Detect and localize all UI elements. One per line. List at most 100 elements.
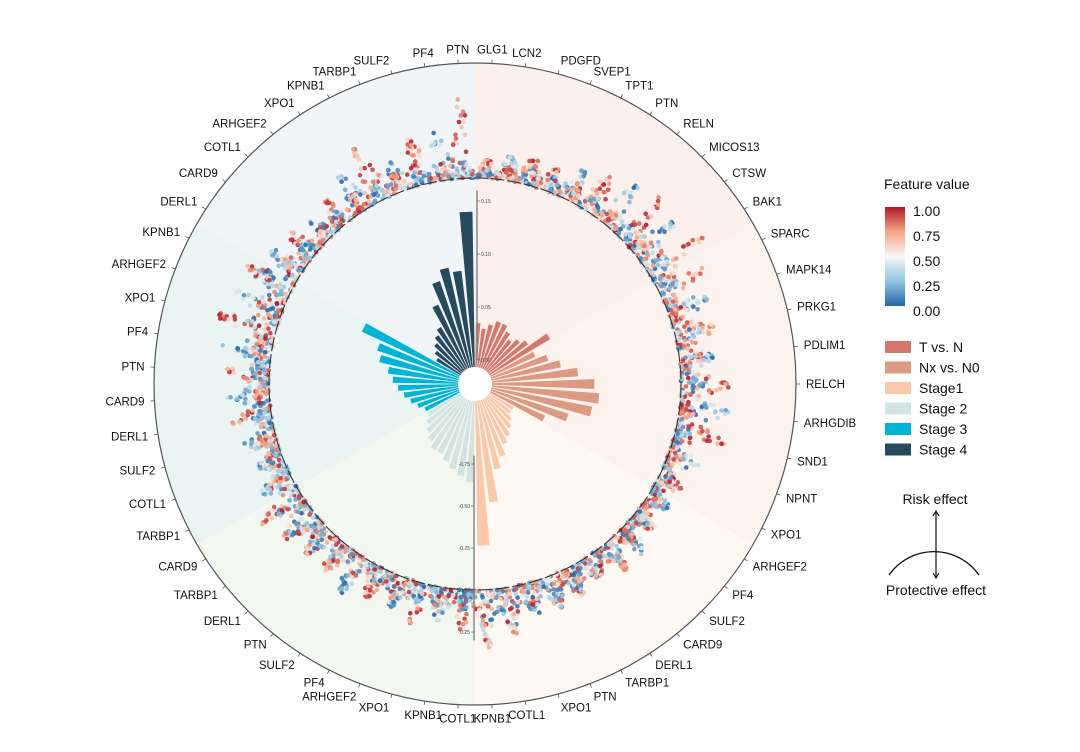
- shap-dot: [393, 186, 398, 192]
- shap-dot: [538, 594, 543, 599]
- shap-dot: [648, 240, 654, 246]
- shap-dot: [623, 237, 628, 242]
- shap-dot: [690, 329, 696, 335]
- shap-dot: [712, 409, 718, 415]
- shap-dot: [511, 624, 517, 629]
- shap-axis-tick-label: 0.25: [460, 630, 470, 636]
- shap-dot: [282, 257, 288, 262]
- shap-dot: [414, 610, 420, 615]
- gene-label: DERL1: [655, 660, 692, 672]
- shap-dot: [328, 566, 334, 571]
- shap-dot: [503, 593, 509, 599]
- shap-dot: [571, 572, 576, 578]
- label-tick: [589, 80, 592, 85]
- shap-dot: [464, 604, 469, 610]
- shap-dot: [335, 559, 341, 565]
- shap-dot: [650, 263, 656, 268]
- shap-dot: [530, 158, 536, 164]
- shap-dot: [266, 511, 271, 517]
- shap-dot: [433, 589, 439, 595]
- shap-dot: [488, 598, 494, 604]
- gene-label: TARBP1: [136, 531, 180, 543]
- shap-dot: [358, 192, 363, 197]
- shap-dot: [277, 490, 283, 496]
- gene-label: COTL1: [204, 142, 241, 154]
- shap-dot: [295, 509, 301, 514]
- shap-dot: [662, 229, 667, 235]
- gene-label: SND1: [797, 456, 828, 468]
- shap-dot: [267, 420, 273, 426]
- shap-dot: [695, 462, 701, 468]
- shap-dot: [234, 396, 240, 401]
- shap-dot: [690, 237, 696, 243]
- shap-dot: [276, 285, 282, 291]
- shap-dot: [371, 581, 376, 586]
- shap-dot: [574, 575, 580, 581]
- importance-bar: [491, 385, 600, 404]
- shap-dot: [240, 392, 245, 398]
- shap-dot: [438, 162, 443, 167]
- shap-dot: [650, 250, 655, 255]
- shap-dot: [674, 445, 680, 451]
- importance-bar: [477, 400, 499, 503]
- shap-dot: [339, 216, 345, 222]
- shap-dot: [523, 168, 529, 174]
- shap-dot: [536, 169, 542, 175]
- shap-dot: [255, 381, 260, 386]
- sector-nx-vs-n0: [475, 223, 796, 545]
- importance-bar: [361, 323, 461, 377]
- shap-dot: [245, 412, 250, 418]
- shap-dot: [330, 558, 336, 564]
- shap-dot: [356, 157, 362, 163]
- shap-dot: [255, 431, 260, 436]
- importance-bar: [491, 387, 593, 417]
- shap-dot: [523, 172, 529, 177]
- shap-dot: [385, 583, 390, 588]
- shap-dot: [378, 569, 383, 575]
- shap-dot: [544, 183, 550, 189]
- shap-dot: [225, 366, 230, 372]
- shap-dot: [260, 267, 265, 273]
- shap-dot: [708, 322, 714, 327]
- importance-bar: [459, 211, 475, 368]
- shap-dot: [489, 642, 494, 647]
- shap-dot: [345, 559, 351, 564]
- importance-bar: [466, 400, 475, 483]
- label-tick: [676, 633, 680, 637]
- shap-dot: [270, 473, 276, 479]
- shap-dot: [439, 138, 444, 144]
- shap-dot: [270, 283, 276, 289]
- shap-dot: [301, 529, 306, 535]
- shap-dot: [275, 257, 280, 263]
- shap-dot: [680, 285, 686, 291]
- shap-dot: [246, 379, 251, 384]
- shap-dot: [681, 457, 686, 462]
- shap-dot: [596, 215, 602, 221]
- shap-dot: [231, 370, 237, 375]
- shap-dot: [310, 534, 316, 540]
- importance-bar: [478, 400, 501, 470]
- shap-dot: [442, 600, 448, 606]
- shap-dot: [397, 595, 403, 600]
- shap-dot: [256, 445, 262, 451]
- shap-dot: [616, 555, 622, 560]
- shap-dot: [613, 225, 619, 230]
- shap-dot: [287, 498, 292, 503]
- shap-dot: [317, 229, 323, 234]
- shap-dot: [253, 371, 258, 377]
- shap-dot: [283, 260, 288, 266]
- shap-dot: [260, 359, 266, 365]
- gene-labels: GLG1 LCN2PDGFDSVEP1TPT1PTNRELNMICOS13CTSW…: [106, 45, 857, 726]
- shap-dot: [606, 217, 611, 223]
- shap-dot: [308, 539, 313, 545]
- importance-bar: [475, 400, 490, 546]
- shap-dot: [462, 132, 468, 138]
- shap-dot: [285, 490, 291, 496]
- shap-dot: [711, 402, 716, 408]
- label-tick: [244, 610, 249, 615]
- shap-dot: [699, 265, 705, 271]
- shap-dot: [690, 295, 696, 300]
- shap-dot: [276, 468, 281, 474]
- shap-dot: [525, 590, 531, 595]
- shap-dot: [552, 175, 558, 180]
